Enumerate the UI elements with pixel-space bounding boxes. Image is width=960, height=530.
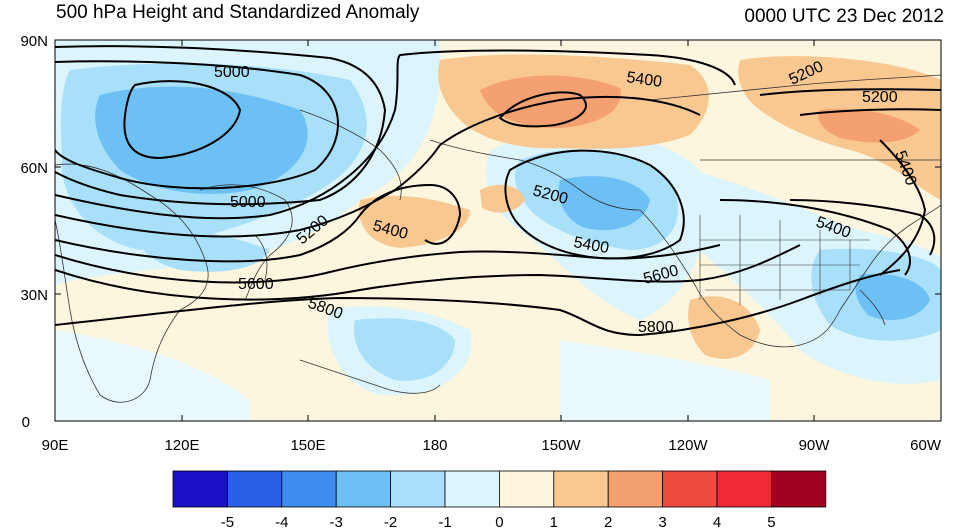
contour-label: 5400 [625, 69, 663, 91]
lon-tick-label: 120W [668, 437, 708, 454]
lat-tick-label: 0 [22, 414, 30, 431]
lon-tick-label: 120E [164, 437, 199, 454]
lon-tick-label: 60W [910, 437, 942, 454]
lon-tick-label: 150W [541, 437, 581, 454]
state-boundaries [699, 215, 870, 305]
height-contours [55, 45, 941, 337]
lon-tick-label: 150E [290, 437, 325, 454]
contour-label: 5000 [214, 64, 250, 81]
colorbar-tick-label: 0 [495, 514, 503, 530]
colorbar-tick-label: 3 [658, 514, 666, 530]
colorbar-tick-label: 2 [604, 514, 612, 530]
colorbar-tick-label: -2 [384, 514, 397, 530]
colorbar-swatch [498, 470, 555, 508]
lat-tick-label: 30N [20, 287, 48, 304]
colorbar: -5 -4 -3 -2 -1 0 1 2 3 4 5 [172, 470, 827, 530]
lat-tick-label: 60N [20, 160, 48, 177]
map-datetime: 0000 UTC 23 Dec 2012 [744, 6, 944, 27]
colorbar-swatch [662, 470, 718, 508]
colorbar-swatch [335, 470, 392, 508]
map-frame [54, 39, 942, 422]
latitude-labels: 90N 60N 30N 0 [20, 33, 48, 431]
contour-label: 5600 [238, 276, 274, 293]
colorbar-swatch [390, 470, 446, 508]
anomaly-shading [55, 40, 941, 421]
axis-ticks [55, 39, 941, 422]
lon-tick-label: 90W [799, 437, 831, 454]
lon-tick-label: 90E [42, 437, 69, 454]
contour-label: 5000 [230, 194, 266, 211]
colorbar-swatch [771, 470, 827, 508]
colorbar-tick-label: 5 [767, 514, 775, 530]
lon-tick-label: 180 [422, 437, 447, 454]
colorbar-tick-label: -4 [275, 514, 288, 530]
colorbar-tick-label: 4 [713, 514, 721, 530]
coastlines [55, 74, 941, 403]
colorbar-swatch [444, 470, 500, 508]
colorbar-swatch [553, 470, 609, 508]
contour-label: 5400 [572, 234, 610, 257]
longitude-labels: 90E 120E 150E 180 150W 120W 90W 60W [42, 437, 942, 454]
colorbar-tick-label: -1 [438, 514, 451, 530]
contour-label: 5800 [638, 319, 674, 336]
colorbar-swatch [607, 470, 664, 508]
colorbar-swatch [716, 470, 772, 508]
colorbar-tick-label: -3 [330, 514, 343, 530]
colorbar-tick-label: 1 [550, 514, 558, 530]
contour-label: 5200 [862, 89, 898, 106]
colorbar-swatch [281, 470, 337, 508]
colorbar-swatch [172, 470, 228, 508]
lat-tick-label: 90N [20, 33, 48, 50]
map-title: 500 hPa Height and Standardized Anomaly [56, 2, 420, 23]
colorbar-swatch [226, 470, 283, 508]
colorbar-tick-label: -5 [221, 514, 234, 530]
